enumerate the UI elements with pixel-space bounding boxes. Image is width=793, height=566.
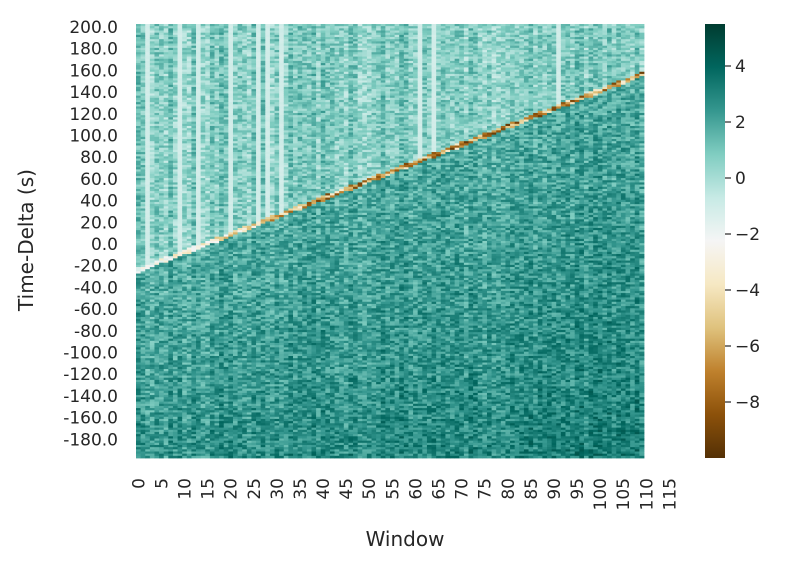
heatmap-cell xyxy=(228,456,233,459)
heatmap-cell xyxy=(233,456,238,459)
heatmap-cell xyxy=(201,456,206,459)
heatmap-cell xyxy=(191,456,196,459)
heatmap-cell xyxy=(238,456,243,459)
heatmap-cell xyxy=(145,456,150,459)
heatmap-cells xyxy=(136,24,644,458)
heatmap-cell xyxy=(219,456,224,459)
heatmap-cell xyxy=(173,456,178,459)
heatmap-cell xyxy=(141,456,146,459)
heatmap-cell xyxy=(187,456,192,459)
heatmap-cell xyxy=(196,456,201,459)
heatmap-cell xyxy=(159,456,164,459)
heatmap-cell xyxy=(178,456,183,459)
heatmap-cell xyxy=(154,456,159,459)
heatmap-cell xyxy=(205,456,210,459)
heatmap-cell xyxy=(215,456,220,459)
heatmap-cell xyxy=(136,456,141,459)
heatmap-cell xyxy=(182,456,187,459)
heatmap-cell xyxy=(150,456,155,459)
heatmap-cell xyxy=(168,456,173,459)
heatmap-cell xyxy=(164,456,169,459)
heatmap-cell xyxy=(210,456,215,459)
heatmap-cell xyxy=(224,456,229,459)
